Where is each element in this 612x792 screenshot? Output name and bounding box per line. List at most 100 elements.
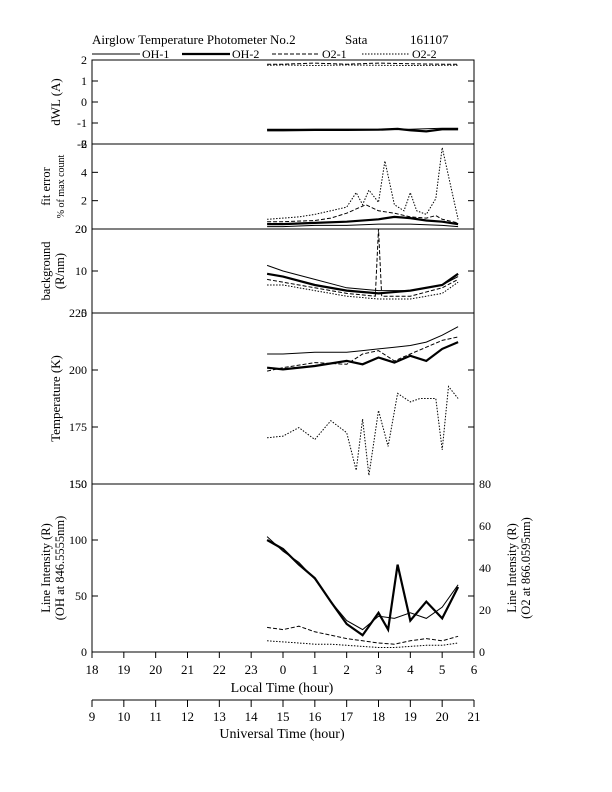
x-tick-label: 4 [407, 662, 414, 677]
x-axis-label-local-time: Local Time (hour) [231, 681, 334, 696]
legend-label-o2-2: O2-2 [412, 47, 437, 61]
y-tick-label: 0 [81, 645, 87, 659]
y-right-tick-label: 40 [479, 561, 491, 575]
ut-tick-label: 13 [213, 709, 226, 724]
y-tick-label: 2 [81, 194, 87, 208]
y-tick-label: -1 [77, 116, 87, 130]
x-tick-label: 0 [280, 662, 287, 677]
y-axis-label-sub: % of max count [56, 154, 67, 218]
y-axis-label-right: Line Intensity (R) [505, 523, 519, 613]
x-tick-label: 6 [471, 662, 478, 677]
y-axis-label: dWL (A) [48, 78, 63, 126]
x-tick-label: 19 [117, 662, 130, 677]
y-tick-label: 200 [69, 363, 87, 377]
y-axis-label: fit error [39, 166, 53, 205]
legend-label-oh-1: OH-1 [142, 47, 169, 61]
ut-tick-label: 18 [372, 709, 385, 724]
ut-tick-label: 20 [436, 709, 449, 724]
series-line-oh-2 [267, 215, 459, 226]
x-axis-local-time: 18 19 20 21 22 23 0 1 2 3 4 5 6 [86, 652, 478, 677]
y-tick-label: 100 [69, 533, 87, 547]
series-line-o2-1 [267, 204, 459, 224]
y-axis-label-sub: (R/nm) [53, 253, 67, 289]
x-tick-label: 23 [245, 662, 258, 677]
series-line-o2-2 [267, 385, 459, 476]
x-tick-label: 22 [213, 662, 226, 677]
legend: OH-1 OH-2 O2-1 O2-2 [92, 47, 437, 61]
panel-frame [91, 483, 475, 653]
y-axis-label: background [39, 241, 53, 301]
y-tick-label: -2 [77, 137, 87, 151]
legend-label-oh-2: OH-2 [232, 47, 259, 61]
series-line-o2-2 [267, 281, 459, 300]
series-line-o2-1 [266, 336, 459, 372]
ut-tick-label: 14 [245, 709, 259, 724]
y-tick-label: 2 [81, 53, 87, 67]
ut-tick-label: 15 [277, 709, 290, 724]
y-tick-label: 1 [81, 74, 87, 88]
panel-dwl: 2 1 0 -1 -2 dWL (A) [48, 53, 475, 151]
series-line-oh-1 [267, 326, 459, 355]
y-tick-label: 0 [81, 95, 87, 109]
panel-frame [91, 143, 475, 230]
series-line-oh-1 [266, 536, 459, 631]
x-tick-label: 20 [149, 662, 162, 677]
series-line-o2-2 [267, 64, 459, 67]
x-axis-universal-time: 9 10 11 12 13 14 15 16 17 18 19 20 21 [89, 699, 481, 724]
series-line-o2-2 [267, 640, 459, 648]
y-tick-label: 6 [81, 137, 87, 151]
y-axis-label: Temperature (K) [48, 355, 63, 442]
y-tick-label: 150 [69, 477, 87, 491]
y-tick-label: 150 [69, 477, 87, 491]
y-tick-label: 0 [81, 306, 87, 320]
panel-background: 20 10 0 background (R/nm) [39, 222, 475, 320]
y-axis-label-right-sub: (O2 at 866.0595nm) [519, 517, 533, 619]
ut-tick-label: 10 [117, 709, 130, 724]
series-line-oh-2 [267, 127, 459, 133]
series-line-oh-1 [267, 223, 459, 228]
legend-label-o2-1: O2-1 [322, 47, 347, 61]
y-tick-label: 20 [75, 222, 87, 236]
y-tick-label: 10 [75, 264, 87, 278]
x-tick-label: 3 [375, 662, 382, 677]
series-line-o2-2 [267, 147, 459, 220]
series-line-o2-1 [267, 228, 459, 297]
y-tick-label: 4 [81, 165, 87, 179]
chart-site: Sata [345, 32, 368, 47]
y-axis-label-sub: (OH at 846.5555nm) [53, 516, 67, 621]
series-line-oh-2 [266, 341, 459, 371]
ut-tick-label: 11 [149, 709, 162, 724]
y-tick-label: 0 [81, 222, 87, 236]
series-line-oh-2 [266, 539, 460, 637]
ut-tick-label: 19 [404, 709, 417, 724]
series-line-o2-1 [267, 62, 459, 65]
chart-date: 161107 [410, 32, 449, 47]
ut-tick-label: 12 [181, 709, 194, 724]
y-right-tick-label: 60 [479, 519, 491, 533]
y-right-tick-label: 0 [479, 645, 485, 659]
ut-tick-label: 16 [308, 709, 322, 724]
panel-temperature: 225 200 175 150 Temperature (K) [48, 306, 475, 491]
x-tick-label: 21 [181, 662, 194, 677]
chart-title: Airglow Temperature Photometer No.2 [92, 32, 296, 47]
ut-tick-label: 21 [468, 709, 481, 724]
x-tick-label: 1 [312, 662, 319, 677]
x-tick-label: 2 [343, 662, 350, 677]
panel-frame [91, 312, 475, 485]
ut-tick-label: 17 [340, 709, 354, 724]
series-line-oh-2 [266, 272, 459, 295]
y-right-tick-label: 20 [479, 603, 491, 617]
x-tick-label: 5 [439, 662, 446, 677]
x-tick-label: 18 [86, 662, 99, 677]
series-line-o2-1 [267, 625, 459, 645]
y-right-tick-label: 80 [479, 477, 491, 491]
y-tick-label: 175 [69, 420, 87, 434]
y-axis-label: Line Intensity (R) [39, 523, 53, 613]
y-tick-label: 50 [75, 589, 87, 603]
y-tick-label: 225 [69, 306, 87, 320]
x-axis-label-universal-time: Universal Time (hour) [219, 727, 345, 742]
ut-tick-label: 9 [89, 709, 96, 724]
